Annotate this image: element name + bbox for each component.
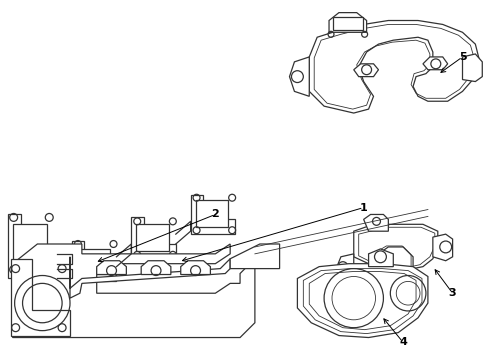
Text: 3: 3 [449,288,456,298]
Polygon shape [329,13,367,32]
Text: 4: 4 [399,337,407,347]
Polygon shape [337,254,354,276]
Polygon shape [364,215,389,231]
Text: 2: 2 [212,210,219,220]
Polygon shape [72,241,117,282]
Polygon shape [354,64,378,77]
Polygon shape [141,261,171,275]
Polygon shape [8,215,57,278]
Polygon shape [354,224,438,269]
Polygon shape [463,54,482,82]
Polygon shape [181,261,210,275]
Polygon shape [77,249,110,274]
Polygon shape [368,249,393,267]
Polygon shape [70,257,230,298]
Polygon shape [297,264,428,338]
Polygon shape [131,217,176,259]
Polygon shape [13,244,255,338]
Polygon shape [13,224,47,262]
Polygon shape [309,21,479,113]
Polygon shape [433,234,453,261]
Polygon shape [230,244,280,269]
Polygon shape [196,200,228,227]
Polygon shape [97,261,126,275]
Text: 5: 5 [459,52,466,62]
Polygon shape [423,57,448,70]
Polygon shape [191,195,235,234]
Text: 1: 1 [360,203,368,212]
Polygon shape [290,57,309,96]
Polygon shape [136,224,169,251]
Polygon shape [333,17,363,30]
Polygon shape [11,259,70,336]
